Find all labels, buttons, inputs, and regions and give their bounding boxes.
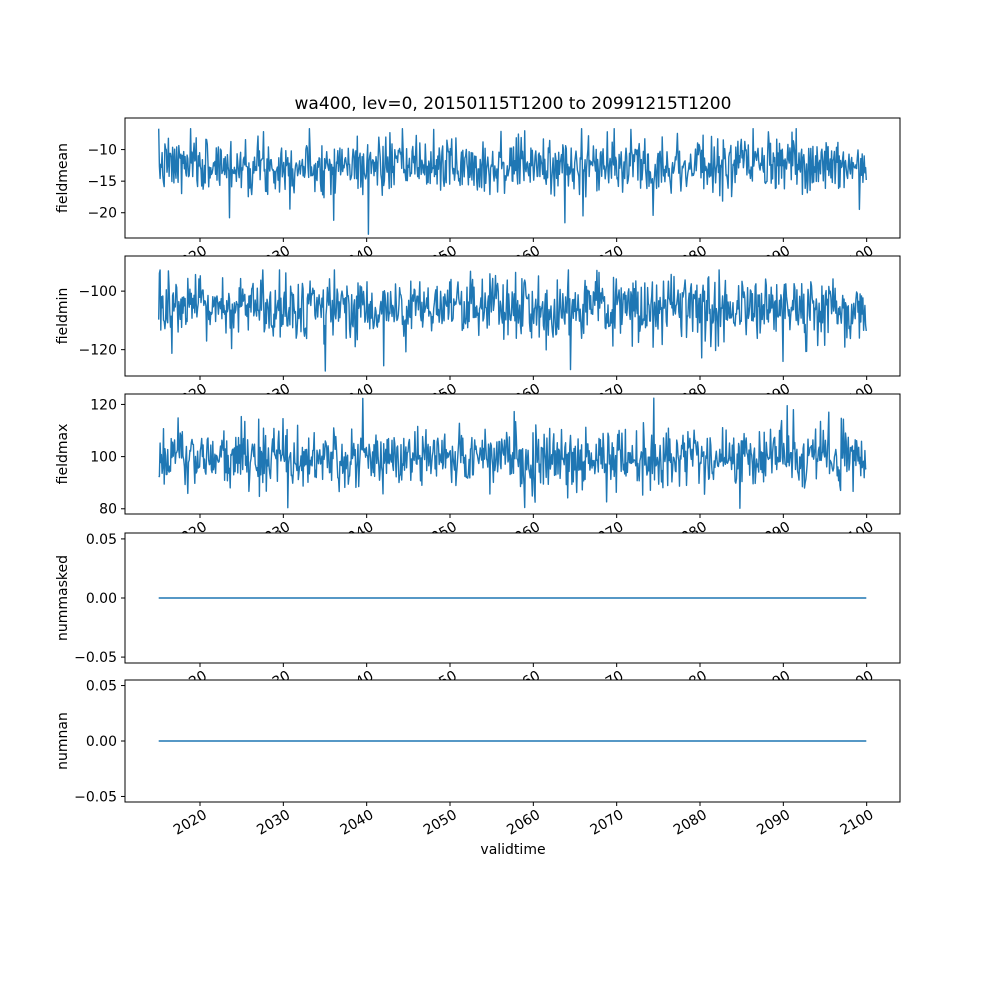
x-tick-label: 2030 bbox=[254, 807, 293, 839]
x-tick-label: 2070 bbox=[588, 807, 627, 839]
subplot-fieldmean: −10−15−202020203020402050206020702080209… bbox=[55, 117, 901, 275]
y-tick-label: −15 bbox=[87, 174, 117, 190]
y-tick-label: −0.05 bbox=[74, 789, 117, 805]
y-tick-label: 0.05 bbox=[86, 532, 117, 548]
y-tick-label: 0.05 bbox=[86, 678, 117, 694]
x-tick-label: 2100 bbox=[838, 807, 877, 839]
y-tick-label: 100 bbox=[90, 450, 117, 466]
series-line-fieldmean bbox=[158, 127, 867, 235]
y-tick-label: 80 bbox=[99, 502, 117, 518]
subplot-numnan: 0.05 0.00 −0.05 2020 2030 2040 2050 2060 2070 208… bbox=[55, 678, 901, 839]
x-tick-label: 2090 bbox=[754, 807, 793, 839]
x-tick-label: 2040 bbox=[338, 807, 377, 839]
y-axis-label-nummasked: nummasked bbox=[55, 555, 71, 641]
x-tick-label: 2060 bbox=[504, 807, 543, 839]
chart-title: wa400, lev=0, 20150115T1200 to 20991215T… bbox=[294, 94, 732, 114]
y-axis-label-fieldmean: fieldmean bbox=[55, 143, 71, 213]
y-axis-label-fieldmax: fieldmax bbox=[55, 424, 71, 485]
y-tick-label: −120 bbox=[79, 343, 117, 359]
y-axis-label-fieldmin: fieldmin bbox=[55, 288, 71, 345]
x-tick-label: 2020 bbox=[171, 807, 210, 839]
y-tick-label: −100 bbox=[79, 284, 117, 300]
axes-border bbox=[124, 255, 901, 377]
axes-border bbox=[124, 117, 901, 239]
subplot-fieldmax: 1201008020202030204020502060207020802090… bbox=[55, 393, 901, 551]
x-tick-label: 2050 bbox=[421, 807, 460, 839]
y-tick-label: −10 bbox=[87, 142, 117, 158]
subplot-nummasked: 0.050.00−0.05202020302040205020602070208… bbox=[55, 532, 901, 700]
series-line-fieldmin bbox=[158, 269, 867, 372]
y-tick-label: 0.00 bbox=[86, 591, 117, 607]
y-tick-label: 120 bbox=[90, 397, 117, 413]
y-axis-label-numnan: numnan bbox=[55, 712, 71, 770]
series-line-fieldmax bbox=[158, 397, 867, 509]
y-tick-label: −0.05 bbox=[74, 650, 117, 666]
x-axis-label: validtime bbox=[480, 842, 546, 858]
y-tick-label: 0.00 bbox=[86, 734, 117, 750]
subplot-fieldmin: −100−12020202030204020502060207020802090… bbox=[55, 255, 901, 413]
axes-border bbox=[124, 393, 901, 515]
y-tick-label: −20 bbox=[87, 206, 117, 222]
x-tick-label: 2080 bbox=[671, 807, 710, 839]
